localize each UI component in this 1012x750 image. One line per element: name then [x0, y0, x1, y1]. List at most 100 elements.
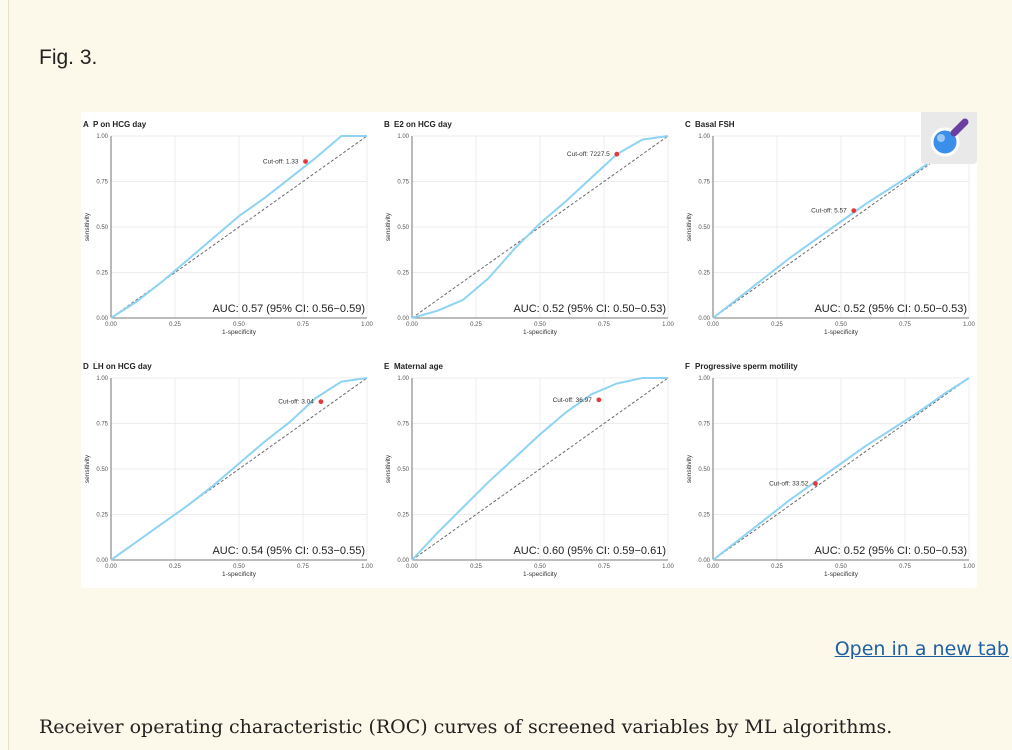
y-tick-label: 0.00: [698, 558, 710, 564]
roc-curve: [411, 135, 669, 319]
x-tick-label: 0.00: [707, 564, 719, 570]
y-tick-label: 0.75: [698, 180, 710, 186]
cutoff-label: Cut-off: 33.52: [769, 481, 809, 488]
auc-label: AUC: 0.52 (95% CI: 0.50−0.53): [513, 303, 666, 315]
roc-curve: [411, 377, 668, 561]
x-tick-label: 0.75: [899, 322, 911, 328]
y-tick-label: 0.25: [397, 271, 409, 277]
panel-letter: A: [83, 120, 89, 129]
x-tick-label: 0.75: [297, 322, 309, 328]
magnifier-icon: [930, 118, 969, 157]
roc-panel-f: F Progressive sperm motility 0.00 0.25 0.50 0…: [683, 358, 979, 594]
x-tick-label: 0.00: [105, 564, 117, 570]
roc-curve: [712, 135, 970, 319]
y-tick-label: 0.00: [96, 558, 108, 564]
y-tick-label: 0.25: [698, 271, 710, 277]
x-tick-label: 0.25: [470, 322, 482, 328]
roc-curve: [110, 377, 368, 561]
auc-label: AUC: 0.52 (95% CI: 0.50−0.53): [814, 303, 967, 315]
roc-curve: [712, 377, 970, 561]
y-tick-label: 0.75: [698, 422, 710, 428]
cutoff-label: Cut-off: 5.57: [811, 208, 847, 215]
y-tick-label: 0.25: [96, 271, 108, 277]
panel-letter: F: [685, 362, 690, 371]
reference-diagonal-line: [712, 135, 970, 319]
figure-caption: Receiver operating characteristic (ROC) …: [39, 716, 893, 738]
x-tick-label: 0.50: [835, 322, 847, 328]
auc-label: AUC: 0.60 (95% CI: 0.59−0.61): [513, 545, 666, 557]
x-tick-label: 0.75: [297, 564, 309, 570]
roc-panel-a: A P on HCG day 0.00 0.25 0.50 0.75 1.00 0.00 0.2…: [81, 116, 377, 352]
y-tick-label: 0.50: [397, 467, 409, 473]
y-tick-label: 0.00: [698, 316, 710, 322]
roc-chart-svg: E Maternal age 0.00 0.25 0.50 0.75 1.00 0.00 0.2…: [384, 362, 674, 578]
y-tick-label: 0.00: [397, 316, 409, 322]
cutoff-point: [851, 208, 857, 214]
cutoff-point: [813, 481, 818, 486]
panel-title: P on HCG day: [93, 120, 147, 129]
panel-letter: D: [83, 362, 89, 371]
x-tick-label: 0.25: [470, 564, 482, 570]
cutoff-label: Cut-off: 7227.5: [567, 151, 610, 158]
x-tick-label: 0.50: [233, 564, 245, 570]
roc-chart-svg: B E2 on HCG day 0.00 0.25 0.50 0.75 1.00 0.00 0.…: [384, 120, 674, 336]
x-tick-label: 0.25: [169, 322, 181, 328]
y-tick-label: 0.25: [397, 513, 409, 519]
x-tick-label: 1.00: [963, 322, 975, 328]
cutoff-point: [318, 399, 324, 405]
panel-title: Maternal age: [394, 362, 443, 371]
auc-label: AUC: 0.57 (95% CI: 0.56−0.59): [212, 303, 365, 315]
cutoff-point: [614, 151, 620, 157]
panel-title: Basal FSH: [695, 120, 735, 129]
cutoff-point: [303, 159, 308, 164]
x-tick-label: 1.00: [963, 564, 975, 570]
panel-title: E2 on HCG day: [394, 120, 452, 129]
x-axis-label: 1-specificity: [824, 329, 859, 336]
x-tick-label: 1.00: [662, 322, 674, 328]
cutoff-label: Cut-off: 1.33: [263, 158, 299, 165]
zoom-figure-button[interactable]: [921, 112, 977, 164]
x-tick-label: 0.00: [707, 322, 719, 328]
y-tick-label: 1.00: [96, 376, 108, 382]
y-tick-label: 0.00: [397, 558, 409, 564]
x-axis-label: 1-specificity: [222, 571, 257, 578]
roc-panel-c: C Basal FSH 0.00 0.25 0.50 0.75 1.00 0.00 0.25 0.…: [683, 116, 979, 352]
x-tick-label: 0.00: [406, 564, 418, 570]
y-tick-label: 0.25: [96, 513, 108, 519]
y-tick-label: 0.00: [96, 316, 108, 322]
y-tick-label: 0.50: [698, 467, 710, 473]
cutoff-label: Cut-off: 3.04: [278, 399, 314, 406]
y-tick-label: 0.50: [698, 225, 710, 231]
y-tick-label: 0.25: [698, 513, 710, 519]
roc-chart-svg: C Basal FSH 0.00 0.25 0.50 0.75 1.00 0.00 0.25 0.…: [685, 120, 975, 336]
roc-panel-b: B E2 on HCG day 0.00 0.25 0.50 0.75 1.00 0.00 0.…: [382, 116, 678, 352]
y-axis-label: sensitivity: [385, 454, 392, 483]
y-tick-label: 1.00: [96, 134, 108, 140]
x-tick-label: 0.75: [598, 564, 610, 570]
panel-letter: B: [384, 120, 390, 129]
y-tick-label: 0.75: [96, 180, 108, 186]
open-in-new-tab-link[interactable]: Open in a new tab: [834, 638, 1009, 660]
auc-label: AUC: 0.52 (95% CI: 0.50−0.53): [814, 545, 967, 557]
reference-diagonal-line: [712, 377, 970, 561]
roc-chart-svg: A P on HCG day 0.00 0.25 0.50 0.75 1.00 0.00 0.2…: [83, 120, 373, 336]
y-tick-label: 0.75: [96, 422, 108, 428]
y-tick-label: 1.00: [698, 376, 710, 382]
y-tick-label: 1.00: [397, 134, 409, 140]
panel-title: Progressive sperm motility: [695, 362, 798, 371]
x-axis-label: 1-specificity: [824, 571, 859, 578]
y-axis-label: sensitivity: [84, 212, 91, 241]
roc-panel-e: E Maternal age 0.00 0.25 0.50 0.75 1.00 0.00 0.2…: [382, 358, 678, 594]
roc-figure[interactable]: A P on HCG day 0.00 0.25 0.50 0.75 1.00 0.00 0.2…: [81, 112, 977, 588]
panel-letter: C: [685, 120, 691, 129]
y-tick-label: 1.00: [698, 134, 710, 140]
y-tick-label: 0.50: [96, 467, 108, 473]
article-figure-frame: Fig. 3. A P on HCG day 0.00 0.25 0.50 0.75 1.0…: [8, 0, 1012, 750]
panel-title: LH on HCG day: [93, 362, 152, 371]
roc-panel-d: D LH on HCG day 0.00 0.25 0.50 0.75 1.00 0.00 0.…: [81, 358, 377, 594]
y-tick-label: 0.50: [397, 225, 409, 231]
x-tick-label: 0.50: [233, 322, 245, 328]
x-tick-label: 0.75: [899, 564, 911, 570]
y-axis-label: sensitivity: [686, 454, 693, 483]
x-tick-label: 1.00: [361, 564, 373, 570]
